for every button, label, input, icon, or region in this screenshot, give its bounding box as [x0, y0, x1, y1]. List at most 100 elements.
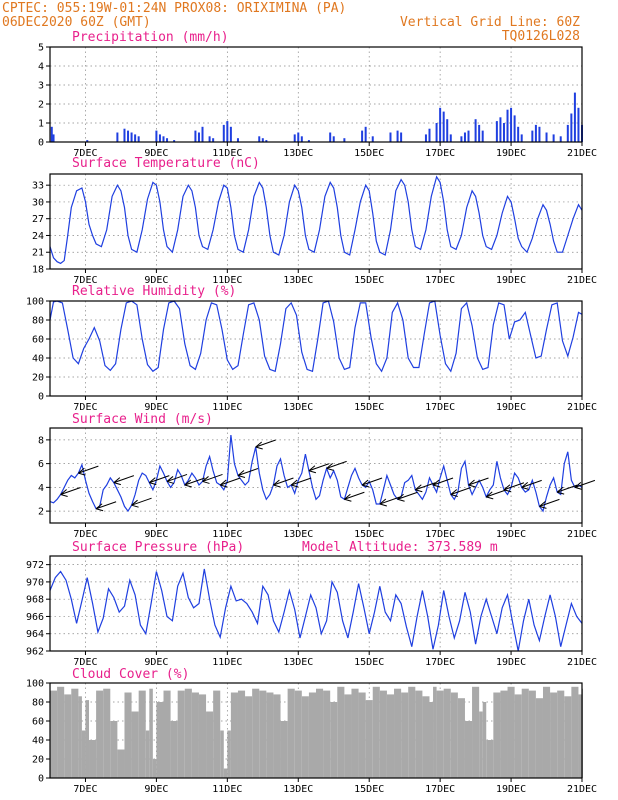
temperature-ytick-label: 33 [32, 181, 44, 192]
temperature-xtick-label: 21DEC [567, 275, 597, 286]
wind-arrowhead [78, 467, 86, 476]
wind-vector [166, 473, 188, 482]
temperature-xtick-label: 9DEC [144, 275, 168, 286]
cloud-area-segment [163, 690, 171, 778]
wind-panel: Surface Wind (m/s) 2 4 6 8 7DEC 9DEC 11DEC 13DE… [38, 412, 597, 540]
cloud-area-segment [266, 692, 274, 778]
precipitation-bar [50, 126, 53, 142]
precipitation-bar [428, 128, 431, 142]
cloud-area-segment [358, 692, 366, 778]
pressure-ytick-label: 962 [26, 647, 44, 658]
wind-arrowhead [273, 479, 281, 488]
humidity-ytick-label: 40 [32, 354, 44, 365]
humidity-xtick-label: 17DEC [425, 402, 455, 413]
cloud-area-segment [138, 690, 146, 778]
cloud-area-segment [457, 698, 465, 778]
pressure-ytick-label: 964 [26, 629, 44, 640]
cloud-area-segment [500, 690, 508, 778]
wind-arrowhead [166, 476, 175, 484]
cloud-area-segment [521, 688, 529, 778]
precipitation-bar [534, 124, 537, 142]
cloud-area-segment [422, 696, 430, 778]
precipitation-bar [307, 140, 310, 142]
temperature-ytick-label: 24 [32, 231, 44, 242]
wind-vector [397, 491, 418, 500]
precipitation-bar [389, 132, 392, 142]
precipitation-bar [226, 121, 229, 142]
wind-vector [237, 468, 259, 476]
cloud-area-segment [535, 698, 543, 778]
temperature-xtick-label: 15DEC [354, 275, 384, 286]
wind-arrowhead [131, 499, 139, 508]
wind-vector [486, 489, 507, 498]
precipitation-bar [517, 126, 520, 142]
wind-arrowhead [432, 479, 441, 488]
wind-vector [415, 482, 436, 491]
temperature-xtick-label: 19DEC [496, 275, 526, 286]
precipitation-ytick-label: 4 [38, 62, 44, 73]
precipitation-bar [371, 136, 374, 142]
cloud-area-segment [507, 686, 515, 778]
cloud-area-segment [287, 688, 295, 778]
cloud-area-segment [280, 721, 288, 778]
cloud-ytick-label: 0 [38, 774, 44, 785]
precipitation-xtick-label: 11DEC [212, 148, 242, 159]
precipitation-bar [155, 130, 158, 142]
cloud-area-segment [323, 690, 331, 778]
precipitation-bar [495, 121, 498, 142]
cloud-area-segment [433, 686, 437, 778]
precipitation-bar [552, 134, 555, 142]
precipitation-bar [474, 119, 477, 142]
cloud-area-segment [401, 692, 409, 778]
precipitation-bar [502, 123, 505, 142]
precipitation-bar [300, 136, 303, 142]
humidity-ytick-label: 60 [32, 335, 44, 346]
cloud-area-segment [316, 688, 324, 778]
wind-arrowhead [521, 481, 529, 490]
cloud-area-segment [351, 688, 359, 778]
cloud-area-segment [198, 694, 207, 778]
wind-series-line [49, 435, 583, 513]
precipitation-bar [538, 126, 541, 142]
cloud-area-segment [337, 686, 345, 778]
precipitation-bar [116, 132, 119, 142]
precipitation-bar [467, 130, 470, 142]
precipitation-bar [137, 136, 140, 142]
precipitation-bar [577, 107, 580, 142]
cloud-area-segment [479, 711, 483, 778]
cloud-area-segment [81, 730, 86, 778]
cloud-area-segment [259, 690, 267, 778]
precipitation-bar [229, 126, 232, 142]
cloud-area-segment [386, 694, 395, 778]
precipitation-bar [158, 134, 161, 142]
wind-xtick-label: 19DEC [496, 529, 526, 540]
temperature-xtick-label: 17DEC [425, 275, 455, 286]
pressure-xtick-label: 15DEC [354, 657, 384, 668]
pressure-xtick-label: 21DEC [567, 657, 597, 668]
cloud-area-segment [408, 686, 416, 778]
precipitation-bar [506, 109, 509, 142]
temperature-xtick-label: 11DEC [212, 275, 242, 286]
wind-arrowhead [485, 491, 494, 500]
pressure-ytick-label: 966 [26, 612, 44, 623]
wind-vector [184, 477, 205, 486]
cloud-area-segment [237, 690, 246, 778]
wind-vector [308, 463, 330, 472]
cloud-area-segment [273, 694, 281, 778]
wind-vector [539, 498, 560, 507]
wind-ytick-label: 2 [38, 507, 44, 518]
wind-vector [326, 460, 347, 469]
precipitation-bar [134, 134, 137, 142]
wind-arrowhead [344, 493, 352, 502]
humidity-ytick-label: 20 [32, 373, 44, 384]
precipitation-bar [236, 138, 239, 142]
precipitation-bar [361, 130, 364, 142]
pressure-frame [49, 555, 583, 652]
precipitation-frame [49, 46, 583, 143]
wind-vector [291, 477, 312, 486]
precipitation-bar [194, 130, 197, 142]
temperature-ytick-label: 27 [32, 214, 44, 225]
wind-xtick-label: 9DEC [144, 529, 168, 540]
cloud-area-segment [245, 696, 253, 778]
